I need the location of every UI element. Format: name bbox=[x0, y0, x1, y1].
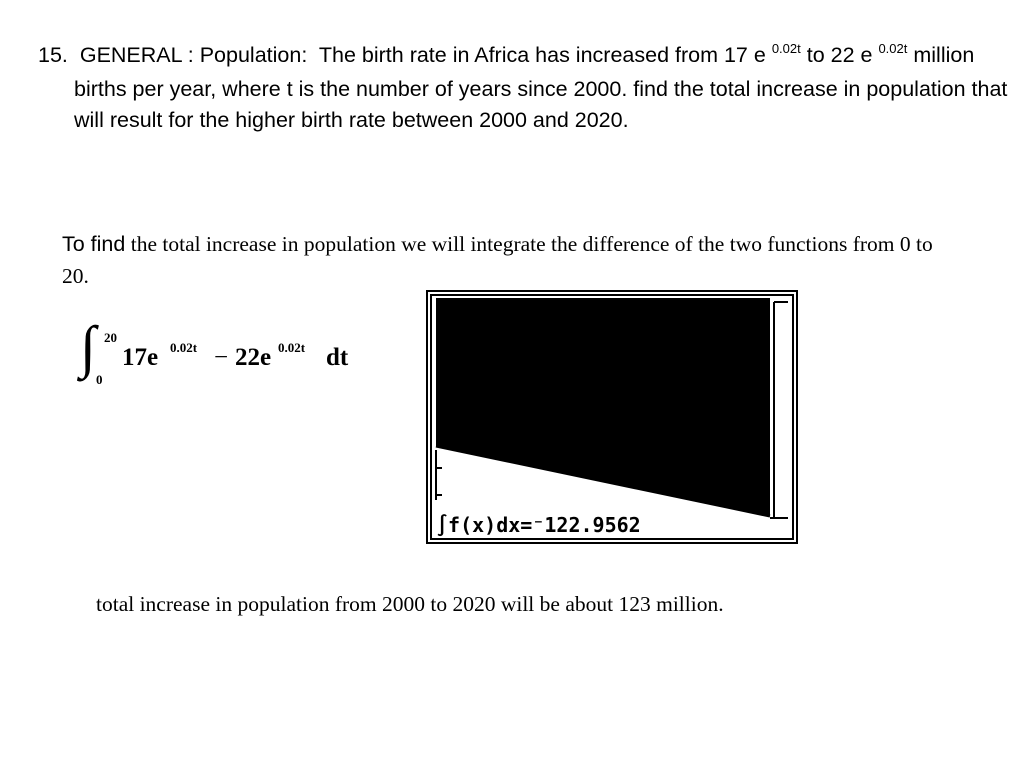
integral-expression: ∫ 20 0 17e 0.02t − 22e 0.02t dt bbox=[80, 318, 380, 398]
calculator-screen: ∫f(x)dx=⁻122.9562 bbox=[426, 290, 798, 544]
problem-text-part2: to 22 e bbox=[806, 43, 873, 67]
integral-upper-limit: 20 bbox=[104, 330, 117, 345]
integral-lower-limit: 0 bbox=[96, 372, 103, 387]
integral-minus-sign: − bbox=[214, 344, 229, 371]
lower-function-curve bbox=[435, 444, 771, 518]
problem-label: GENERAL : Population: bbox=[79, 43, 308, 67]
screen-inner-border bbox=[430, 294, 794, 540]
integral-exponent-2: 0.02t bbox=[278, 340, 306, 355]
integral-term-2: 22e bbox=[235, 344, 272, 371]
explanation: To find the total increase in population… bbox=[62, 228, 942, 292]
explanation-text: the total increase in population we will… bbox=[62, 232, 933, 288]
problem-number: 15. bbox=[38, 43, 68, 67]
integral-differential: dt bbox=[326, 344, 349, 371]
integral-readout: ∫f(x)dx=⁻122.9562 bbox=[436, 513, 641, 537]
problem-exponent-2: 0.02t bbox=[878, 41, 908, 56]
problem-statement: 15. GENERAL : Population: The birth rate… bbox=[38, 40, 1024, 137]
integral-exponent-1: 0.02t bbox=[170, 340, 198, 355]
shaded-region bbox=[436, 298, 770, 516]
problem-exponent-1: 0.02t bbox=[771, 41, 801, 56]
integral-term-1: 17e bbox=[122, 344, 159, 371]
problem-text-part1: The birth rate in Africa has increased f… bbox=[318, 43, 766, 67]
problem-text-part3: million births per year, where t is the … bbox=[74, 43, 1008, 132]
explanation-lead: To find bbox=[62, 232, 126, 256]
integral-sign-icon: ∫ bbox=[80, 314, 96, 379]
conclusion-text: total increase in population from 2000 t… bbox=[96, 592, 724, 616]
calculator-graph: ∫f(x)dx=⁻122.9562 bbox=[426, 290, 798, 544]
